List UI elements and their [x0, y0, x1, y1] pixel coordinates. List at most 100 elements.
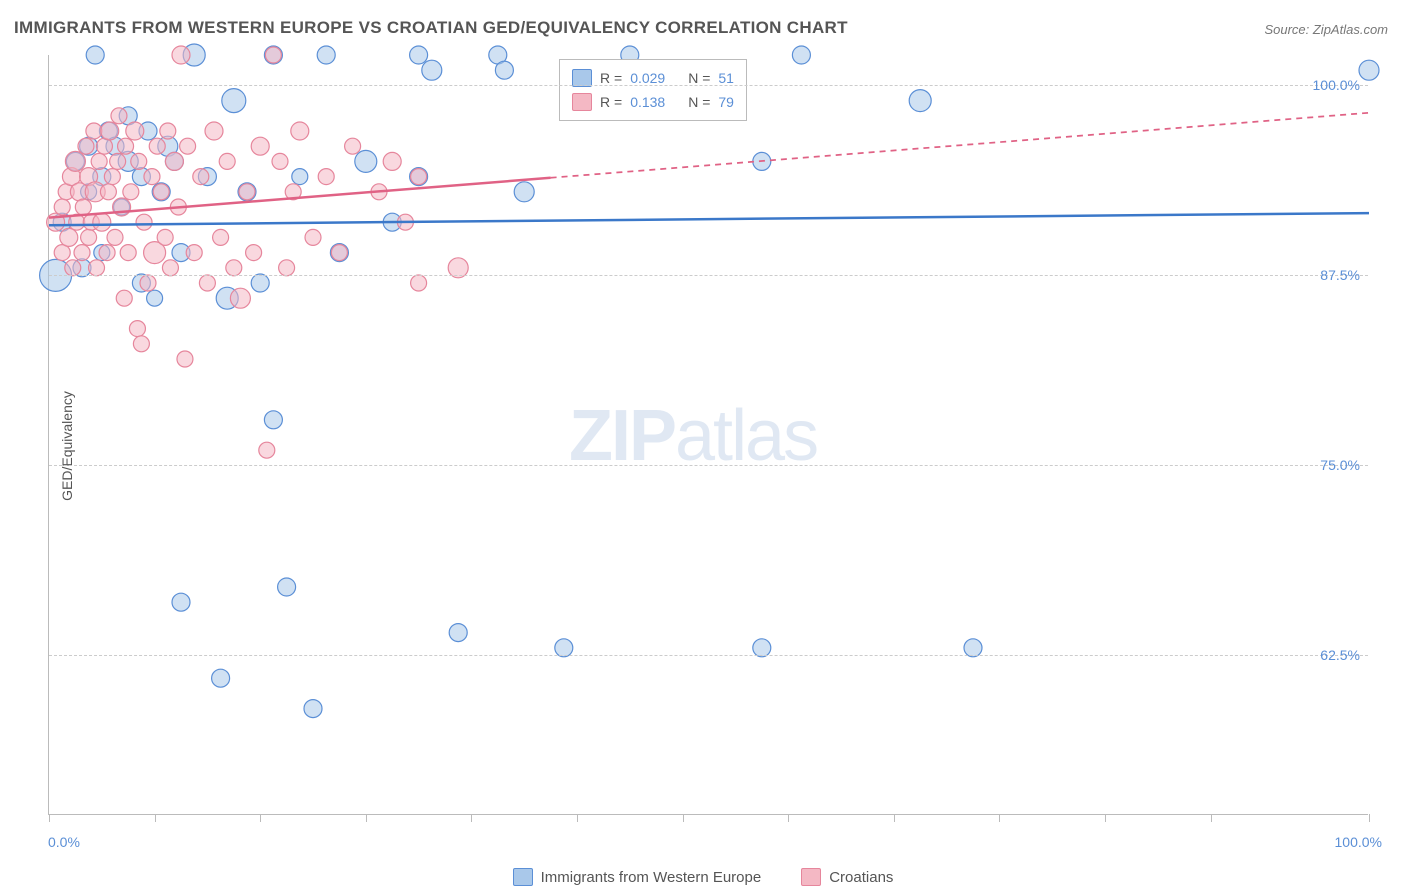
data-point: [355, 150, 377, 172]
data-point: [111, 108, 127, 124]
stats-legend: R =0.029N =51R =0.138N =79: [559, 59, 747, 121]
xtick: [1105, 814, 1106, 822]
data-point: [101, 122, 119, 140]
data-point: [160, 123, 176, 139]
gridline: [49, 275, 1368, 276]
data-point: [153, 184, 169, 200]
r-value: 0.138: [630, 94, 680, 110]
gridline: [49, 85, 1368, 86]
xtick: [683, 814, 684, 822]
n-value: 51: [718, 70, 734, 86]
data-point: [107, 229, 123, 245]
source-label: Source: ZipAtlas.com: [1264, 22, 1388, 37]
scatter-svg: [49, 55, 1369, 815]
legend-label: Immigrants from Western Europe: [541, 869, 762, 886]
data-point: [86, 46, 104, 64]
data-point: [89, 260, 105, 276]
n-label: N =: [688, 70, 710, 86]
data-point: [964, 639, 982, 657]
data-point: [264, 411, 282, 429]
gridline: [49, 655, 1368, 656]
data-point: [91, 153, 107, 169]
data-point: [120, 245, 136, 261]
data-point: [99, 245, 115, 261]
data-point: [140, 275, 156, 291]
data-point: [265, 47, 281, 63]
data-point: [54, 199, 70, 215]
xtick: [260, 814, 261, 822]
data-point: [133, 336, 149, 352]
data-point: [495, 61, 513, 79]
data-point: [186, 245, 202, 261]
xtick: [471, 814, 472, 822]
data-point: [279, 260, 295, 276]
plot-area: ZIPatlas R =0.029N =51R =0.138N =79 62.5…: [48, 55, 1368, 815]
x-start-label: 0.0%: [48, 834, 80, 850]
legend-row: R =0.029N =51: [572, 66, 734, 90]
data-point: [449, 624, 467, 642]
data-point: [383, 152, 401, 170]
series-legend: Immigrants from Western Europe Croatians: [0, 868, 1406, 886]
trend-line: [49, 213, 1369, 225]
ytick-label: 62.5%: [1320, 647, 1360, 663]
data-point: [129, 321, 145, 337]
data-point: [177, 351, 193, 367]
xtick: [1211, 814, 1212, 822]
data-point: [180, 138, 196, 154]
data-point: [60, 228, 78, 246]
data-point: [100, 184, 116, 200]
legend-item: Immigrants from Western Europe: [513, 868, 762, 886]
data-point: [131, 153, 147, 169]
xtick: [999, 814, 1000, 822]
data-point: [165, 152, 183, 170]
data-point: [246, 245, 262, 261]
xtick: [366, 814, 367, 822]
data-point: [81, 229, 97, 245]
data-point: [317, 46, 335, 64]
n-label: N =: [688, 94, 710, 110]
data-point: [792, 46, 810, 64]
data-point: [318, 169, 334, 185]
data-point: [147, 290, 163, 306]
xtick: [894, 814, 895, 822]
chart-title: IMMIGRANTS FROM WESTERN EUROPE VS CROATI…: [14, 18, 848, 38]
data-point: [93, 213, 111, 231]
data-point: [239, 184, 255, 200]
data-point: [86, 123, 102, 139]
data-point: [123, 184, 139, 200]
data-point: [65, 151, 85, 171]
data-point: [205, 122, 223, 140]
data-point: [126, 122, 144, 140]
xtick: [49, 814, 50, 822]
ytick-label: 100.0%: [1313, 77, 1360, 93]
data-point: [212, 669, 230, 687]
data-point: [144, 169, 160, 185]
data-point: [226, 260, 242, 276]
legend-swatch: [513, 868, 533, 886]
data-point: [193, 169, 209, 185]
data-point: [65, 260, 81, 276]
data-point: [54, 245, 70, 261]
data-point: [292, 169, 308, 185]
correlation-chart: IMMIGRANTS FROM WESTERN EUROPE VS CROATI…: [0, 0, 1406, 892]
data-point: [411, 275, 427, 291]
data-point: [149, 138, 165, 154]
x-end-label: 100.0%: [1335, 834, 1382, 850]
data-point: [909, 90, 931, 112]
data-point: [259, 442, 275, 458]
data-point: [272, 153, 288, 169]
legend-swatch: [801, 868, 821, 886]
data-point: [753, 639, 771, 657]
data-point: [157, 229, 173, 245]
gridline: [49, 465, 1368, 466]
data-point: [304, 700, 322, 718]
legend-item: Croatians: [801, 868, 893, 886]
data-point: [422, 60, 442, 80]
r-value: 0.029: [630, 70, 680, 86]
data-point: [222, 89, 246, 113]
data-point: [74, 245, 90, 261]
data-point: [278, 578, 296, 596]
legend-swatch: [572, 93, 592, 111]
data-point: [172, 46, 190, 64]
data-point: [331, 245, 347, 261]
